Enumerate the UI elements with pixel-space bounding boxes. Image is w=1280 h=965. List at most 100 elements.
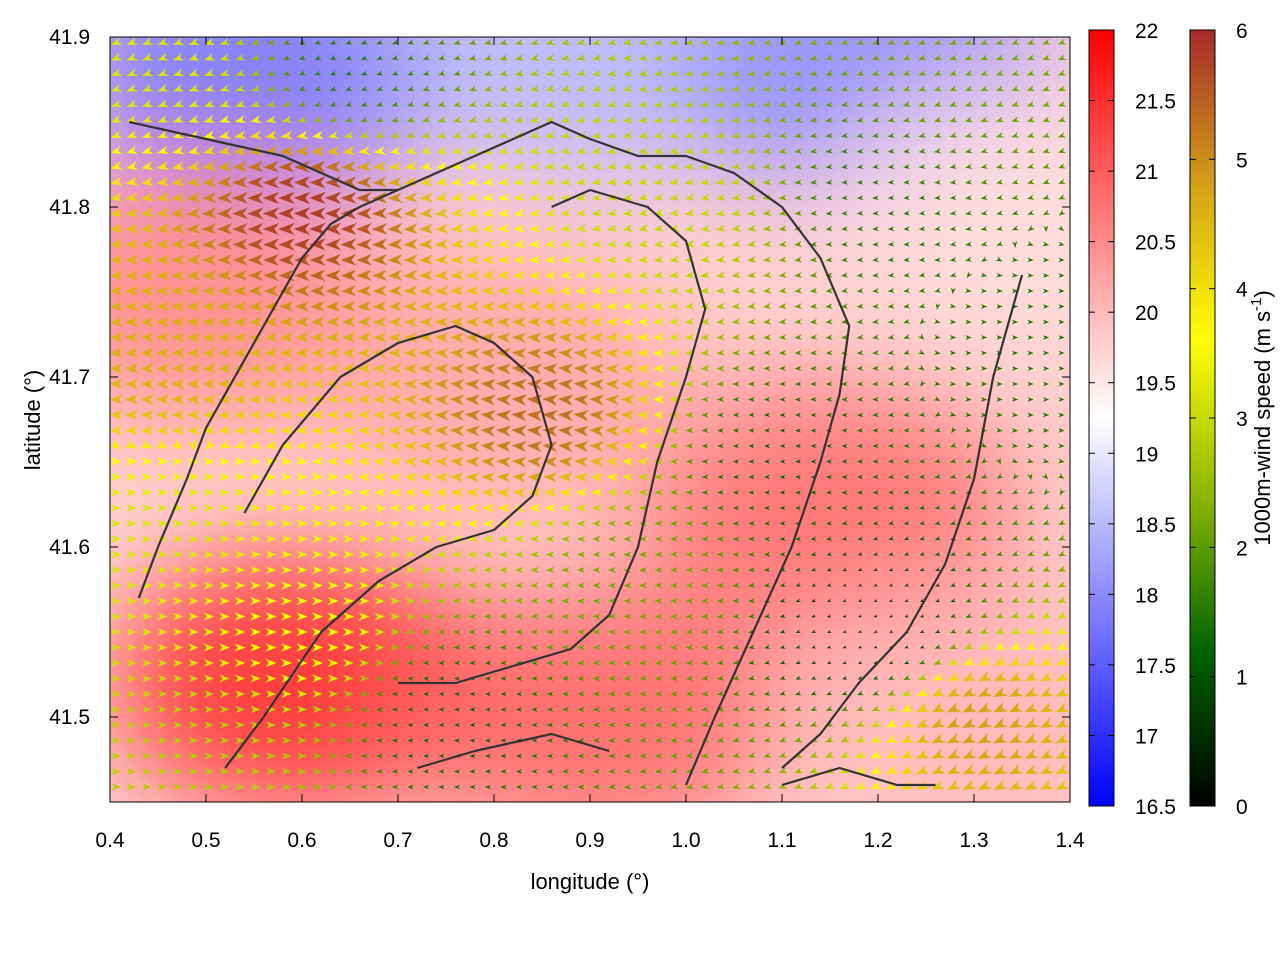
- wind-arrow-1010: [387, 285, 403, 297]
- wind-arrow-1534: [825, 412, 833, 418]
- wind-arrow-1814: [358, 488, 371, 498]
- wind-arrow-2494: [327, 658, 339, 668]
- wind-arrow-639: [403, 192, 418, 203]
- wind-arrow-2726: [1039, 702, 1055, 713]
- wind-arrow-1174: [1011, 319, 1019, 325]
- wind-arrow-967: [684, 271, 695, 279]
- wind-arrow-2361: [188, 627, 199, 636]
- wind-arrow-2253: [437, 597, 447, 605]
- wind-arrow-1543: [965, 412, 972, 418]
- wind-arrow-1383: [403, 379, 418, 390]
- wind-arrow-519: [467, 162, 479, 171]
- wind-arrow-765: [434, 223, 449, 234]
- wind-arrow-114: [918, 54, 927, 61]
- wind-arrow-364: [949, 116, 958, 123]
- wind-arrow-1245: [186, 347, 201, 359]
- wind-arrow-272: [483, 100, 494, 108]
- wind-arrow-910: [762, 256, 772, 263]
- wind-arrow-936: [202, 270, 217, 281]
- wind-arrow-2364: [234, 627, 246, 637]
- wind-arrow-1284: [794, 350, 802, 356]
- wind-arrow-543: [841, 164, 849, 170]
- wind-arrow-253: [188, 99, 200, 108]
- wind-arrow-2090: [795, 551, 802, 557]
- wind-arrow-854: [856, 241, 864, 247]
- wind-arrow-1858: [1043, 488, 1051, 496]
- wind-arrow-992: [110, 285, 123, 297]
- wind-arrow-1895: [654, 504, 663, 512]
- wind-arrow-384: [296, 130, 309, 140]
- wind-arrow-624: [171, 192, 186, 203]
- wind-arrow-1780: [795, 474, 801, 480]
- wind-arrow-2102: [980, 551, 988, 556]
- wind-arrow-2681: [343, 705, 353, 712]
- wind-arrow-785: [746, 224, 757, 232]
- wind-arrow-658: [700, 193, 711, 201]
- wind-arrow-1542: [949, 411, 957, 417]
- y-tick-label-0: 41.5: [49, 706, 90, 729]
- wind-arrow-198: [298, 85, 307, 91]
- wind-arrow-275: [529, 100, 540, 108]
- wind-arrow-1726: [918, 458, 926, 464]
- y-axis: 41.541.641.741.841.9: [49, 26, 1070, 729]
- wind-arrow-1527: [717, 412, 724, 418]
- wind-arrow-409: [684, 131, 695, 139]
- wind-arrow-2238: [203, 596, 215, 606]
- wind-arrow-1079: [496, 301, 511, 312]
- wind-arrow-157: [622, 69, 633, 77]
- wind-arrow-439: [187, 145, 201, 155]
- wind-arrow-906: [700, 255, 711, 263]
- wind-arrow-2719: [931, 702, 946, 713]
- wind-arrow-2203: [623, 582, 632, 589]
- wind-arrow-125: [126, 68, 138, 76]
- wind-arrow-107: [809, 54, 819, 61]
- wind-arrow-1687: [311, 456, 324, 466]
- wind-arrow-1495: [218, 410, 231, 420]
- wind-arrow-2637: [623, 690, 632, 697]
- wind-arrow-2087: [748, 551, 756, 557]
- wind-arrow-1742: [203, 472, 215, 482]
- wind-arrow-2832: [763, 736, 772, 743]
- wind-arrow-1408: [794, 381, 802, 387]
- wind-arrow-1491: [155, 410, 170, 420]
- wind-arrow-2745: [376, 722, 383, 728]
- wind-arrow-1636: [480, 441, 496, 453]
- wind-arrow-2417: [1056, 626, 1068, 635]
- wind-arrow-1910: [887, 505, 895, 510]
- wind-arrow-589: [591, 177, 603, 186]
- wind-arrow-531: [653, 162, 664, 170]
- wind-arrow-1683: [249, 456, 262, 466]
- wind-arrow-1074: [419, 301, 433, 312]
- wind-arrow-744: [110, 223, 123, 234]
- wind-arrow-2852: [111, 752, 121, 760]
- wind-arrow-988: [1011, 272, 1019, 278]
- wind-arrow-2566: [484, 676, 492, 681]
- wind-arrow-2027: [779, 536, 786, 542]
- wind-arrow-2441: [469, 644, 476, 651]
- wind-arrow-1994: [265, 534, 277, 544]
- wind-arrow-781: [684, 224, 696, 232]
- wind-arrow-286: [700, 100, 711, 108]
- wind-arrow-1637: [496, 440, 512, 453]
- wind-arrow-1924: [141, 519, 153, 528]
- wind-arrow-2782: [946, 717, 962, 728]
- wind-arrow-1443: [372, 394, 387, 405]
- wind-arrow-109: [840, 54, 850, 61]
- wind-arrow-1684: [265, 456, 277, 466]
- wind-arrow-149: [499, 69, 509, 77]
- wind-arrow-254: [204, 99, 216, 108]
- wind-arrow-926: [1011, 257, 1019, 262]
- wind-arrow-1802: [172, 488, 184, 497]
- wind-arrow-425: [933, 132, 942, 138]
- wind-arrow-2381: [499, 629, 508, 635]
- wind-arrow-2688: [454, 707, 460, 712]
- wind-arrow-206: [422, 85, 431, 91]
- wind-arrow-790: [825, 226, 833, 232]
- wind-arrow-1847: [872, 489, 879, 495]
- wind-arrow-547: [903, 164, 911, 170]
- wind-arrow-2481: [126, 659, 137, 667]
- wind-arrow-3032: [977, 779, 993, 790]
- wind-arrow-2207: [685, 582, 694, 589]
- wind-arrow-872: [171, 254, 186, 266]
